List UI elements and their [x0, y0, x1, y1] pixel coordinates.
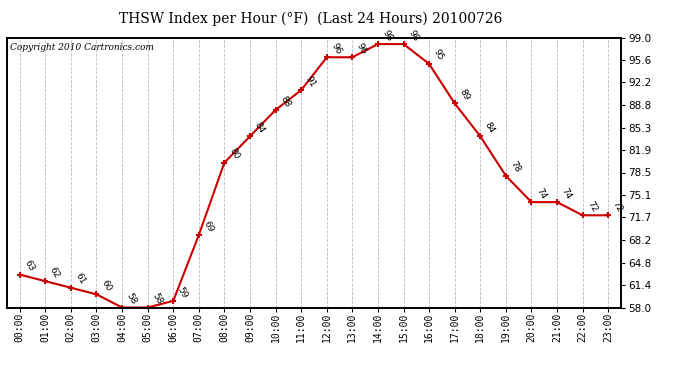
Text: 72: 72	[611, 200, 624, 214]
Text: 63: 63	[23, 259, 36, 273]
Text: 58: 58	[125, 292, 139, 306]
Text: 62: 62	[48, 266, 61, 280]
Text: 84: 84	[483, 120, 497, 135]
Text: 58: 58	[150, 292, 164, 306]
Text: 69: 69	[201, 219, 215, 234]
Text: 89: 89	[457, 87, 471, 102]
Text: 74: 74	[534, 186, 548, 201]
Text: 91: 91	[304, 74, 317, 89]
Text: 60: 60	[99, 279, 112, 293]
Text: 78: 78	[509, 160, 522, 174]
Text: 96: 96	[355, 41, 368, 56]
Text: 74: 74	[560, 186, 573, 201]
Text: 96: 96	[330, 41, 343, 56]
Text: Copyright 2010 Cartronics.com: Copyright 2010 Cartronics.com	[10, 43, 154, 52]
Text: 80: 80	[227, 147, 241, 161]
Text: 72: 72	[585, 200, 599, 214]
Text: 84: 84	[253, 120, 266, 135]
Text: THSW Index per Hour (°F)  (Last 24 Hours) 20100726: THSW Index per Hour (°F) (Last 24 Hours)…	[119, 11, 502, 26]
Text: 95: 95	[432, 48, 446, 63]
Text: 98: 98	[381, 28, 394, 43]
Text: 61: 61	[74, 272, 87, 286]
Text: 88: 88	[278, 94, 292, 108]
Text: 59: 59	[176, 285, 190, 300]
Text: 98: 98	[406, 28, 420, 43]
